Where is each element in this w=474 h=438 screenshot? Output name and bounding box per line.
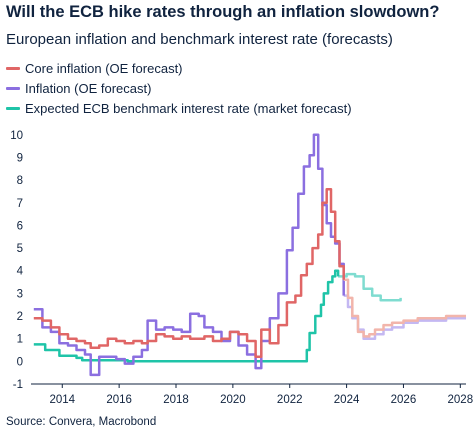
legend-label-inflation: Inflation (OE forecast) bbox=[25, 80, 152, 96]
y-tick-label: 8 bbox=[17, 175, 23, 187]
legend-swatch-interest-rate bbox=[6, 106, 20, 110]
series-line-core-inflation-forecast bbox=[343, 278, 466, 338]
source-note: Source: Convera, Macrobond bbox=[6, 416, 157, 428]
y-tick-label: 5 bbox=[17, 243, 23, 255]
y-tick-label: 6 bbox=[17, 220, 23, 232]
x-tick-label: 2026 bbox=[391, 394, 417, 406]
y-tick-label: 7 bbox=[17, 198, 23, 210]
series-line-core-inflation bbox=[33, 187, 345, 359]
y-tick-label: 1 bbox=[17, 334, 23, 346]
series-line-interest-rate-forecast bbox=[338, 272, 402, 302]
legend-swatch-core-inflation bbox=[6, 66, 20, 70]
x-tick-label: 2016 bbox=[106, 394, 132, 406]
chart-subtitle: European inflation and benchmark interes… bbox=[6, 31, 393, 48]
series-line-interest-rate bbox=[33, 269, 340, 363]
x-tick-label: 2028 bbox=[448, 394, 474, 406]
legend-item-inflation: Inflation (OE forecast) bbox=[6, 78, 352, 98]
legend-label-core-inflation: Core inflation (OE forecast) bbox=[25, 60, 183, 76]
chart-legend: Core inflation (OE forecast) Inflation (… bbox=[6, 58, 352, 118]
y-tick-label: 3 bbox=[17, 288, 23, 300]
series-line-inflation bbox=[33, 133, 345, 377]
legend-item-interest-rate: Expected ECB benchmark interest rate (ma… bbox=[6, 98, 352, 118]
y-tick-label: 9 bbox=[17, 152, 23, 164]
legend-item-core-inflation: Core inflation (OE forecast) bbox=[6, 58, 352, 78]
y-tick-label: 2 bbox=[17, 311, 23, 323]
x-tick-label: 2018 bbox=[163, 394, 189, 406]
chart-title: Will the ECB hike rates through an infla… bbox=[6, 3, 440, 21]
x-tick-label: 2024 bbox=[334, 394, 360, 406]
y-tick-label: 4 bbox=[17, 266, 24, 278]
legend-swatch-inflation bbox=[6, 86, 20, 90]
legend-label-interest-rate: Expected ECB benchmark interest rate (ma… bbox=[25, 100, 352, 116]
y-tick-label: 10 bbox=[10, 130, 23, 142]
x-tick-label: 2014 bbox=[49, 394, 75, 406]
y-tick-label: -1 bbox=[13, 379, 23, 391]
y-tick-label: 0 bbox=[17, 356, 23, 368]
x-tick-label: 2020 bbox=[220, 394, 246, 406]
x-tick-label: 2022 bbox=[277, 394, 303, 406]
